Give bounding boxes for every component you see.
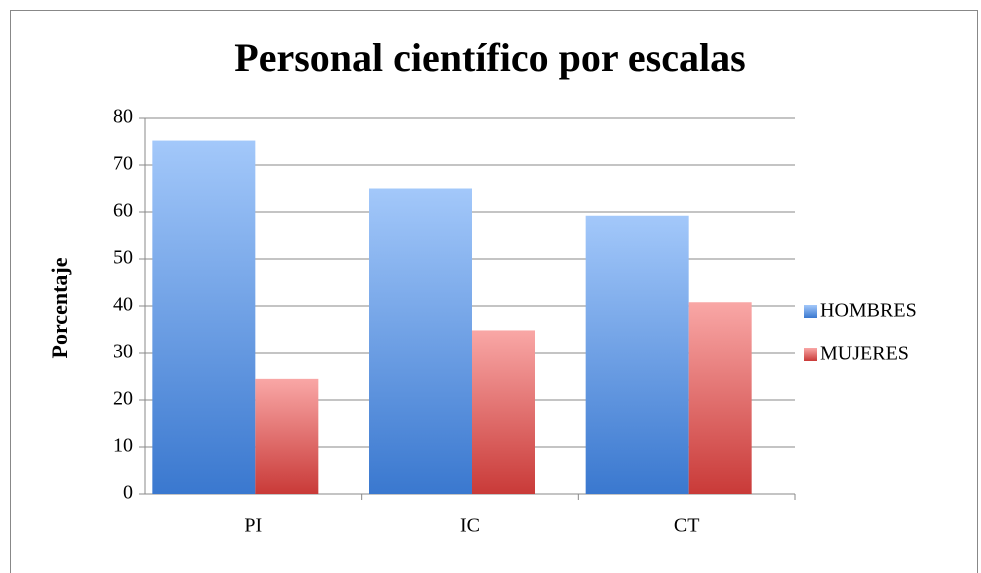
y-tick-label: 60 <box>113 200 133 222</box>
bar <box>472 330 535 494</box>
x-tick-label: IC <box>460 515 480 537</box>
y-tick-label: 0 <box>123 482 133 504</box>
y-tick-label: 70 <box>113 153 133 175</box>
x-tick-label: CT <box>674 515 700 537</box>
y-axis-label: Porcentaje <box>47 257 72 358</box>
legend-swatch <box>804 348 817 361</box>
chart-title: Personal científico por escalas <box>234 35 745 80</box>
bar <box>152 140 256 494</box>
legend-swatch <box>804 305 817 318</box>
legend-label: MUJERES <box>820 343 909 365</box>
bar <box>688 302 752 494</box>
legend-label: HOMBRES <box>820 300 917 322</box>
bar <box>369 188 472 494</box>
y-tick-label: 50 <box>113 247 133 269</box>
bar <box>255 378 319 494</box>
y-tick-label: 40 <box>113 294 133 316</box>
bar <box>585 215 689 494</box>
y-tick-label: 10 <box>113 435 133 457</box>
y-tick-label: 20 <box>113 388 133 410</box>
y-tick-label: 30 <box>113 341 133 363</box>
x-tick-label: PI <box>244 515 262 537</box>
y-tick-label: 80 <box>113 106 133 128</box>
